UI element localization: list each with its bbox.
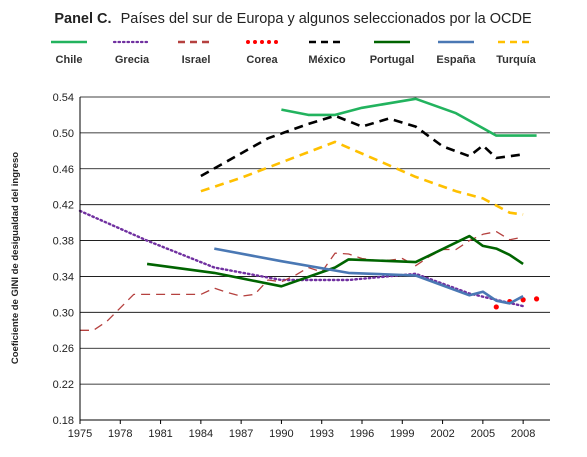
x-tick-label: 2008: [511, 428, 535, 440]
series-layer: [78, 97, 540, 331]
legend-label: España: [436, 54, 476, 66]
legend-item-corea: Corea: [246, 40, 278, 66]
y-tick-labels: 0.18 0.22 0.26 0.30 0.34 0.38 0.42 0.46 0.50 0.54: [53, 92, 74, 427]
series-line-chile: [281, 97, 537, 137]
legend-item-israel: Israel: [178, 40, 214, 66]
data-point-corea: [533, 296, 540, 302]
x-tick-label: 1987: [229, 428, 253, 440]
gridlines: [80, 96, 550, 421]
x-tick-label: 1993: [309, 428, 333, 440]
data-point-corea: [520, 297, 526, 303]
x-tick-labels: 1975 1978 1981 1984 1987 1990 1993 1996 1999 2002…: [68, 420, 535, 440]
chart-title: Panel C. Países del sur de Europa y algu…: [54, 11, 532, 27]
series-line-espana: [214, 247, 524, 305]
legend-item-turquia: Turquía: [496, 40, 537, 66]
legend-swatch-dot: [260, 40, 264, 44]
y-axis-title: Coeficiente de GINI de desigualdad del i…: [10, 152, 21, 364]
series-line-mexico: [200, 114, 524, 178]
x-tick-label: 2002: [430, 428, 454, 440]
y-tick-label: 0.22: [53, 379, 74, 391]
legend-label: Turquía: [496, 54, 536, 66]
legend-swatch-dot: [246, 40, 250, 44]
axes: [79, 97, 550, 421]
legend-item-grecia: Grecia: [112, 40, 152, 66]
y-tick-label: 0.50: [53, 128, 74, 140]
x-tick-label: 1990: [269, 428, 293, 440]
legend-item-portugal: Portugal: [370, 40, 415, 66]
series-corea: [493, 296, 540, 310]
x-tick-label: 1975: [68, 428, 92, 440]
y-tick-label: 0.30: [53, 307, 74, 319]
chart-title-text: Países del sur de Europa y algunos selec…: [121, 11, 532, 27]
legend-label: Israel: [182, 54, 211, 66]
legend-label: Corea: [246, 54, 278, 66]
y-tick-label: 0.46: [53, 164, 74, 176]
data-point-corea: [493, 304, 499, 310]
legend-item-chile: Chile: [51, 40, 87, 66]
legend-label: Chile: [56, 54, 83, 66]
legend-swatch-dot: [274, 40, 278, 44]
x-tick-label: 2005: [471, 428, 495, 440]
x-tick-label: 1984: [189, 428, 213, 440]
legend-label: Grecia: [115, 54, 150, 66]
legend-swatch-dot: [267, 40, 271, 44]
x-tick-label: 1978: [108, 428, 132, 440]
series-line-portugal: [146, 234, 524, 288]
legend: Chile Grecia Israel Corea México Portugal Espa…: [51, 40, 537, 66]
series-line-israel: [80, 230, 524, 331]
y-tick-label: 0.26: [53, 343, 74, 355]
y-tick-label: 0.42: [53, 200, 74, 212]
legend-item-espana: España: [436, 40, 476, 66]
y-tick-label: 0.34: [53, 271, 74, 283]
y-tick-label: 0.38: [53, 236, 74, 248]
legend-swatch-dot: [253, 40, 257, 44]
series-line-grecia: [78, 209, 525, 308]
y-tick-label: 0.18: [53, 415, 74, 427]
x-tick-label: 1981: [148, 428, 172, 440]
y-tick-label: 0.54: [53, 92, 74, 104]
legend-item-mexico: México: [308, 40, 346, 66]
legend-label: México: [308, 54, 346, 66]
x-tick-label: 1996: [350, 428, 374, 440]
legend-label: Portugal: [370, 54, 415, 66]
x-tick-label: 1999: [390, 428, 414, 440]
chart-title-prefix: Panel C.: [54, 11, 111, 27]
